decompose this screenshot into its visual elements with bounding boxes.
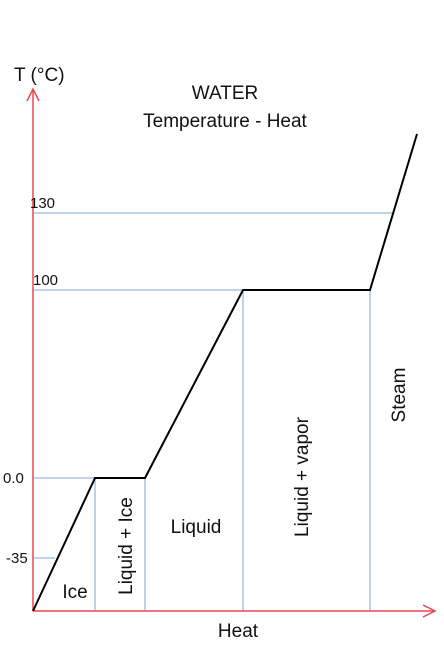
y-axis-label: T (°C): [14, 65, 65, 86]
region-label: Ice: [62, 582, 87, 603]
y-tick-label: 130: [30, 195, 55, 212]
chart-subtitle: Temperature - Heat: [143, 111, 307, 132]
axes: [26, 87, 437, 618]
chart-title: WATER: [192, 83, 259, 104]
y-tick-label: 0.0: [3, 470, 24, 487]
region-labels: Ice Liquid + Ice Liquid Liquid + vapor Steam: [62, 368, 410, 603]
x-axis-label: Heat: [218, 621, 259, 642]
y-tick-label: 100: [33, 272, 58, 289]
region-label: Steam: [389, 368, 410, 423]
y-tick-labels: 130 100 0.0 -35: [3, 195, 58, 567]
y-tick-label: -35: [6, 550, 28, 567]
y-axis-arrow: [26, 87, 40, 102]
region-label: Liquid + vapor: [292, 416, 313, 537]
heating-curve: [32, 133, 418, 612]
guide-lines: [33, 212, 393, 611]
region-label: Liquid: [171, 517, 222, 538]
region-label: Liquid + Ice: [116, 497, 137, 595]
x-axis-arrow: [422, 604, 437, 618]
